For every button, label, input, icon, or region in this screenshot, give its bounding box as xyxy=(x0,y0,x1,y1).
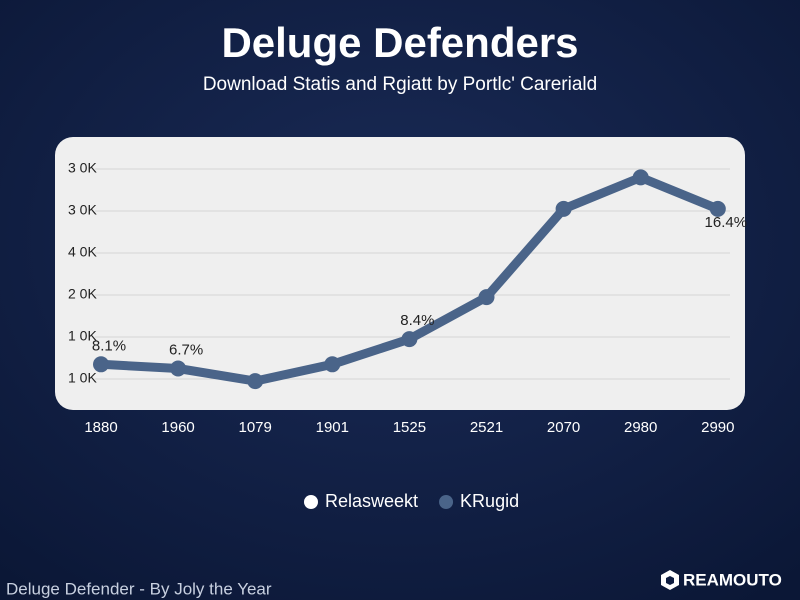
legend-marker xyxy=(439,495,454,509)
legend-label: Relasweekt xyxy=(325,491,418,511)
point xyxy=(401,331,418,348)
y-tick-label: 4 0K xyxy=(68,244,97,260)
x-tick-label: 2990 xyxy=(701,419,734,436)
annotation: 6.7% xyxy=(169,341,203,358)
chart-subtitle: Download Statis and Rgiatt by Portlc' Ca… xyxy=(203,74,597,95)
point xyxy=(632,169,649,186)
point xyxy=(324,356,341,373)
y-tick-label: 3 0K xyxy=(68,202,97,218)
y-tick-label: 3 0K xyxy=(68,160,97,176)
legend-marker xyxy=(304,495,318,509)
annotation: 8.4% xyxy=(400,312,434,329)
annotation: 8.1% xyxy=(92,337,126,354)
brand-name: REAMOUTO xyxy=(683,570,782,589)
point xyxy=(93,356,109,373)
legend-label: KRugid xyxy=(460,491,519,511)
x-tick-label: 1079 xyxy=(239,419,272,436)
x-tick-label: 1525 xyxy=(393,419,426,436)
x-tick-label: 1960 xyxy=(161,419,194,436)
x-tick-label: 1880 xyxy=(84,419,117,436)
y-tick-label: 1 0K xyxy=(68,328,97,344)
chart-title: Deluge Defenders xyxy=(221,19,578,66)
point xyxy=(170,360,187,377)
point xyxy=(247,373,264,390)
y-tick-label: 2 0K xyxy=(68,286,97,302)
footer-text: Deluge Defender - By Joly the Year xyxy=(6,579,272,598)
annotation: 16.4% xyxy=(705,214,748,231)
x-tick-label: 2980 xyxy=(624,419,657,436)
brand-logo xyxy=(661,570,679,590)
point xyxy=(709,200,726,217)
x-tick-label: 1901 xyxy=(316,419,349,436)
x-tick-label: 2070 xyxy=(547,419,580,436)
point xyxy=(478,289,495,306)
y-tick-label: 1 0K xyxy=(68,370,97,386)
x-tick-label: 2521 xyxy=(470,419,503,436)
point xyxy=(555,200,572,217)
